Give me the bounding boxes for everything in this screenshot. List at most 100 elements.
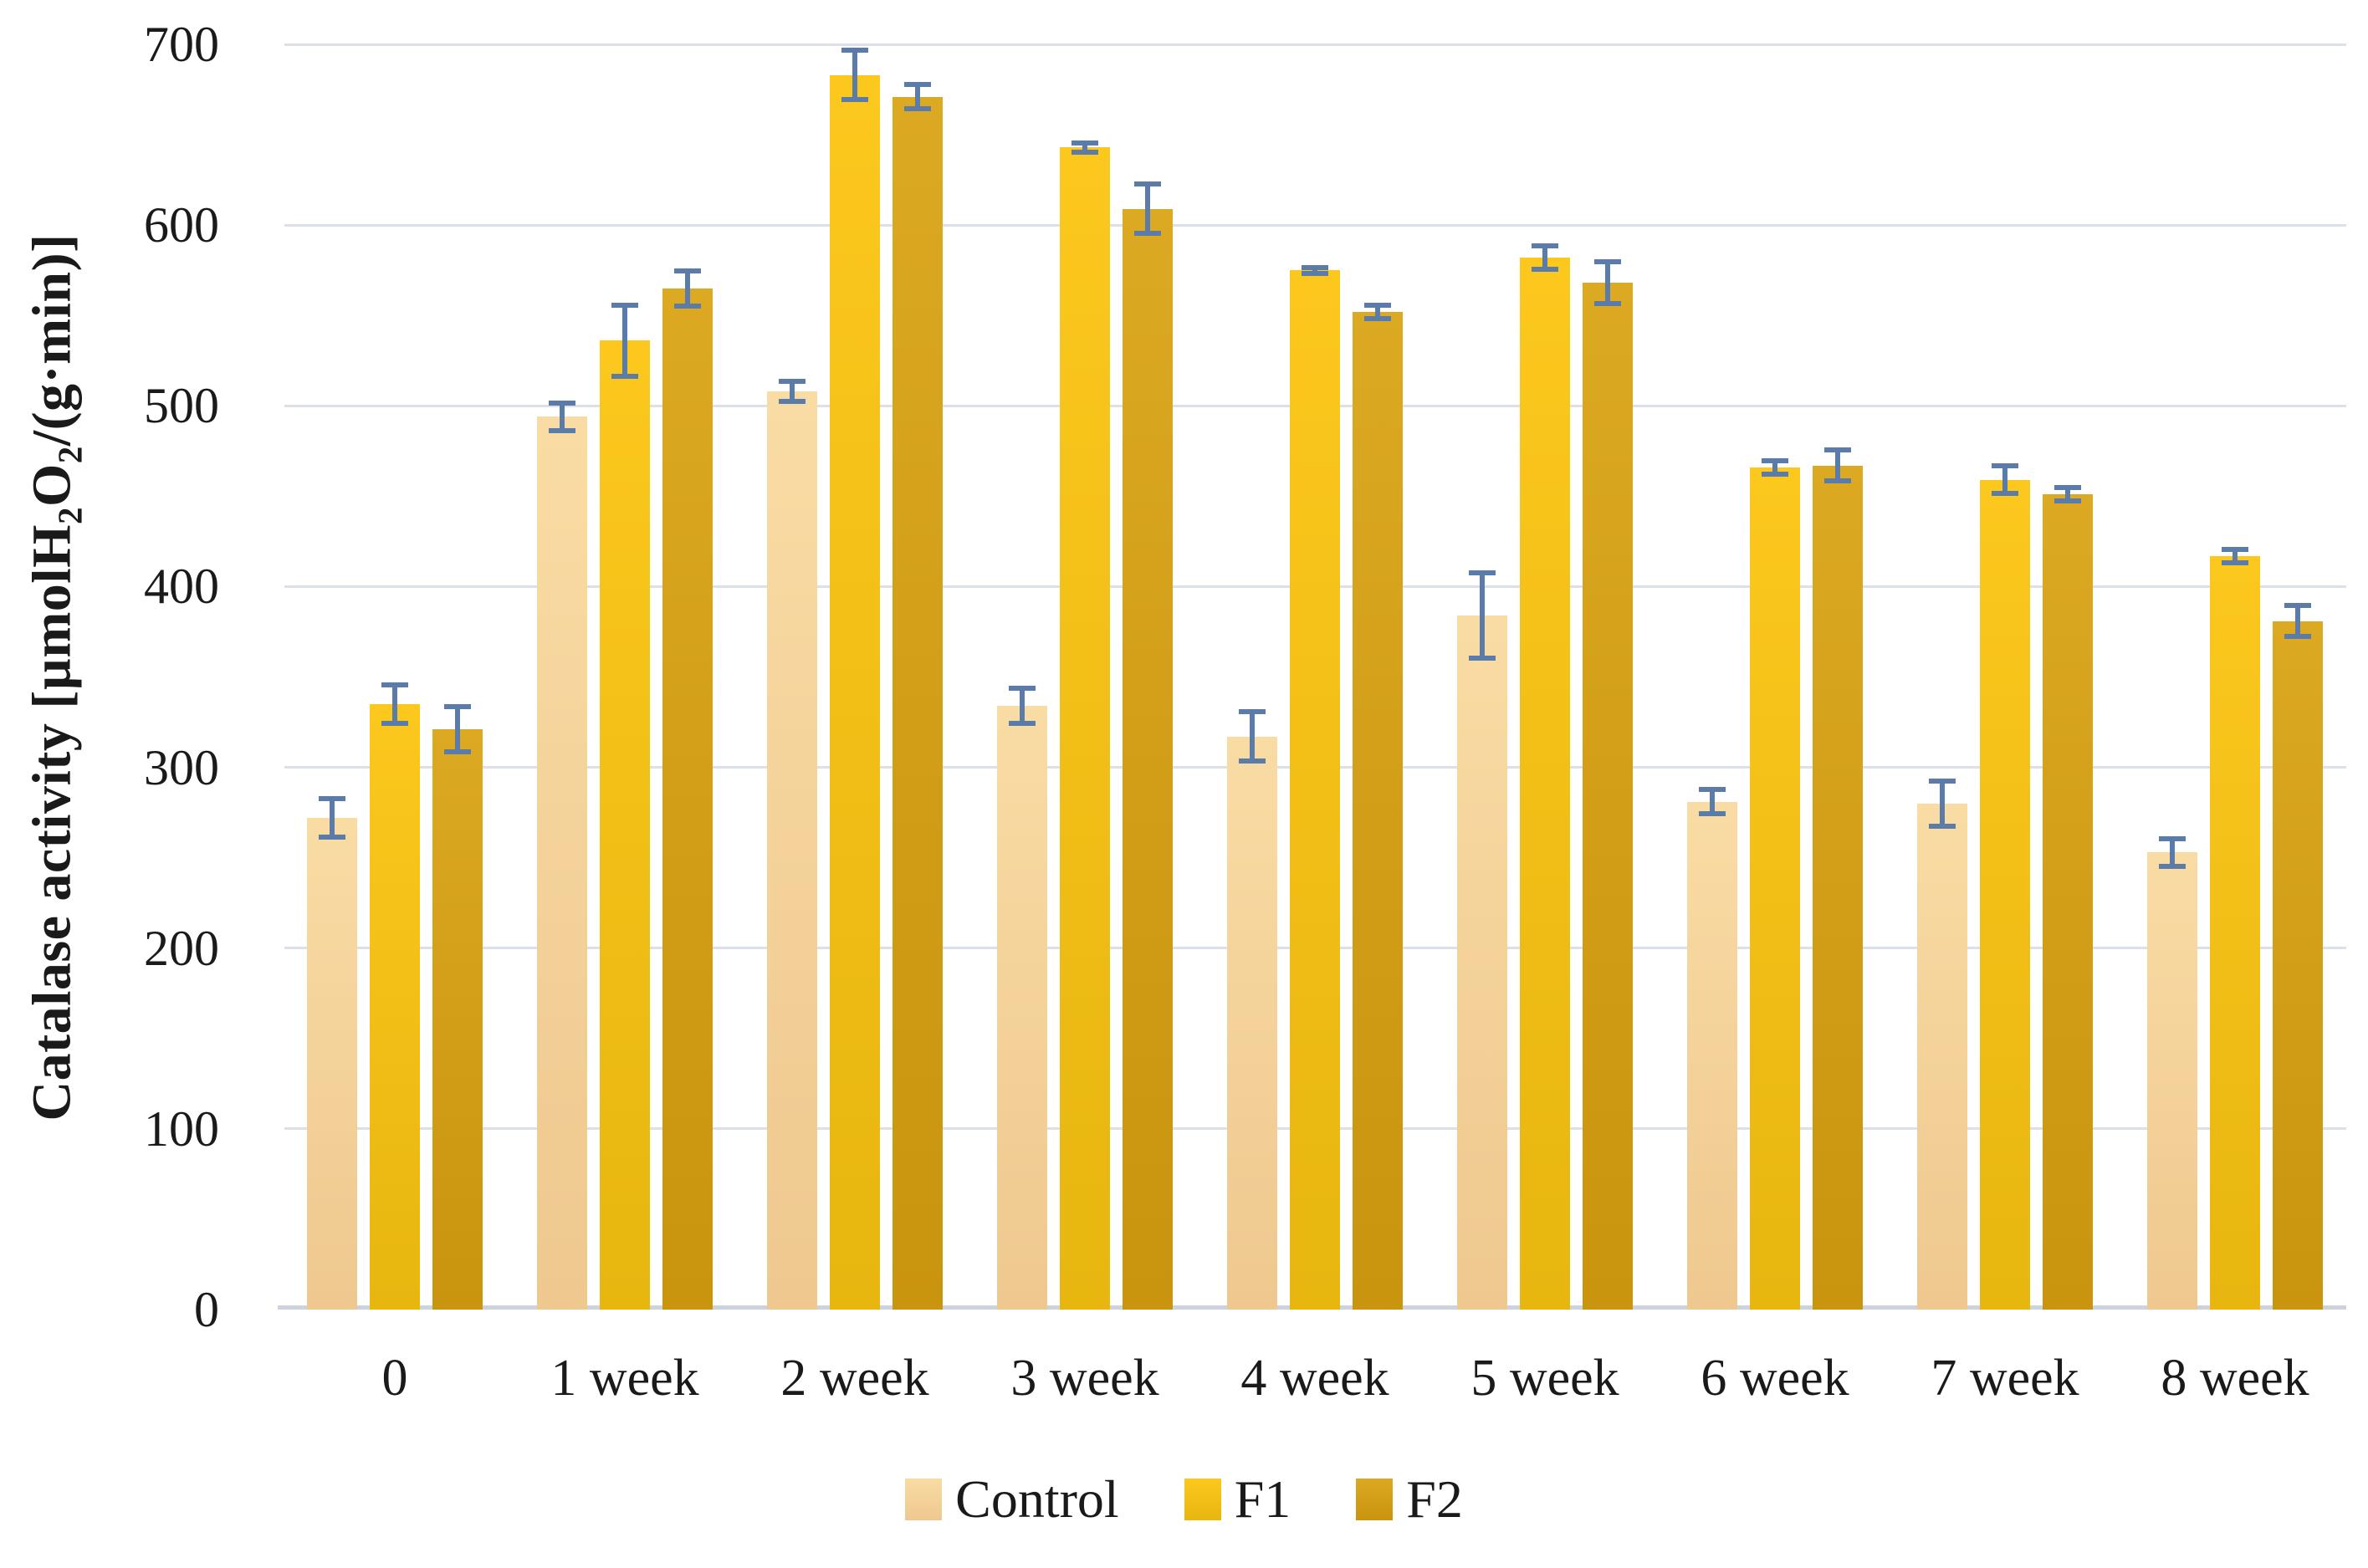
error-bar-part — [779, 399, 806, 405]
bar-group-4-week — [1227, 44, 1403, 1310]
error-bar-part — [1992, 491, 2018, 497]
bar-slot-f1-0 — [370, 44, 420, 1310]
error-bar-part — [1302, 264, 1328, 270]
error-bar-part — [1594, 259, 1621, 265]
bar-f1-6 — [1750, 467, 1800, 1310]
error-bar-part — [1071, 140, 1098, 146]
error-bar-f2-6 — [1824, 447, 1851, 484]
bar-control-4 — [1227, 736, 1277, 1310]
error-bar-f2-1 — [674, 268, 701, 309]
error-bar-part — [2159, 863, 2186, 869]
bar-group-6-week — [1687, 44, 1863, 1310]
bar-f1-0 — [370, 703, 420, 1310]
error-bar-part — [1364, 303, 1391, 309]
bar-slot-f2-1 — [662, 44, 713, 1310]
error-bar-part — [674, 268, 701, 274]
bar-f1-2 — [830, 74, 880, 1310]
error-bar-part — [1020, 686, 1025, 726]
error-bar-part — [1532, 243, 1558, 248]
bar-f2-2 — [892, 96, 943, 1310]
bar-group-0 — [307, 44, 483, 1310]
bar-slot-f2-7 — [2043, 44, 2093, 1310]
error-bar-control-0 — [319, 796, 345, 840]
y-tick-label-400: 400 — [144, 559, 219, 615]
error-bar-part — [841, 48, 868, 54]
legend-swatch-f1 — [1184, 1479, 1221, 1520]
error-bar-part — [2222, 559, 2248, 565]
error-bar-control-5 — [1469, 570, 1496, 661]
error-bar-part — [1605, 259, 1610, 307]
error-bar-f1-6 — [1762, 457, 1788, 477]
bar-f2-6 — [1813, 465, 1863, 1310]
error-bar-f1-4 — [1302, 264, 1328, 276]
error-bar-part — [1824, 447, 1851, 453]
bar-f1-1 — [600, 340, 650, 1310]
error-bar-f2-0 — [444, 703, 471, 755]
error-bar-part — [2232, 546, 2238, 565]
legend: Control F1 F2 — [0, 1453, 2368, 1545]
error-bar-part — [444, 703, 471, 709]
error-bar-f2-5 — [1594, 259, 1621, 307]
bar-f2-3 — [1123, 208, 1173, 1310]
bar-f1-8 — [2210, 555, 2260, 1310]
bar-slot-f1-3 — [1060, 44, 1110, 1310]
error-bar-f1-1 — [611, 303, 638, 379]
error-bar-part — [1699, 810, 1726, 816]
bar-slot-f2-8 — [2273, 44, 2323, 1310]
x-tick-label-5-week: 5 week — [1470, 1350, 1619, 1407]
error-bar-part — [1469, 656, 1496, 661]
bar-f2-5 — [1583, 283, 1633, 1310]
error-bar-part — [319, 796, 345, 802]
error-bar-part — [2159, 835, 2186, 841]
bar-f1-3 — [1060, 147, 1110, 1310]
error-bar-part — [549, 427, 575, 433]
bar-f1-4 — [1290, 270, 1340, 1310]
bar-control-6 — [1687, 801, 1737, 1310]
error-bar-part — [2054, 498, 2081, 504]
error-bar-part — [1480, 570, 1485, 661]
error-bar-f1-5 — [1532, 243, 1558, 273]
error-bar-part — [1375, 303, 1380, 321]
bar-group-7-week — [1917, 44, 2093, 1310]
legend-item-control: Control — [905, 1473, 1119, 1526]
error-bar-part — [904, 82, 931, 88]
bar-control-5 — [1457, 615, 1507, 1310]
error-bar-part — [381, 720, 408, 726]
legend-item-f2: F2 — [1356, 1473, 1463, 1526]
gridline-700 — [284, 43, 2346, 46]
bar-control-1 — [537, 416, 587, 1310]
error-bar-part — [611, 303, 638, 309]
error-bar-part — [1009, 686, 1036, 692]
error-bar-part — [1929, 778, 1956, 784]
bar-slot-f2-6 — [1813, 44, 1863, 1310]
bar-slot-f2-5 — [1583, 44, 1633, 1310]
bar-f1-5 — [1520, 258, 1570, 1310]
bar-slot-control-3 — [997, 44, 1047, 1310]
legend-item-f1: F1 — [1184, 1473, 1291, 1526]
bar-group-3-week — [997, 44, 1173, 1310]
error-bar-control-4 — [1239, 709, 1266, 764]
x-tick-label-7-week: 7 week — [1931, 1350, 2079, 1407]
x-tick-label-8-week: 8 week — [2161, 1350, 2309, 1407]
x-axis-labels: 0 1 week 2 week 3 week 4 week 5 week 6 week 7 w… — [284, 1345, 2346, 1420]
y-tick-label-0: 0 — [194, 1282, 219, 1337]
bar-slot-f1-6 — [1750, 44, 1800, 1310]
error-bar-part — [1071, 149, 1098, 155]
bar-control-3 — [997, 706, 1047, 1310]
error-bar-part — [1009, 720, 1036, 726]
bar-slot-f1-4 — [1290, 44, 1340, 1310]
error-bar-part — [1940, 778, 1945, 830]
error-bar-part — [904, 105, 931, 111]
error-bar-part — [2295, 602, 2300, 640]
bar-f2-4 — [1353, 311, 1403, 1310]
bar-control-0 — [307, 818, 357, 1310]
error-bar-part — [2002, 463, 2007, 497]
gridline-600 — [284, 223, 2346, 227]
x-tick-label-1-week: 1 week — [550, 1350, 699, 1407]
bar-slot-f2-0 — [432, 44, 483, 1310]
error-bar-part — [319, 835, 345, 840]
bar-slot-f2-3 — [1123, 44, 1173, 1310]
error-bar-part — [1134, 231, 1161, 237]
error-bar-control-7 — [1929, 778, 1956, 830]
